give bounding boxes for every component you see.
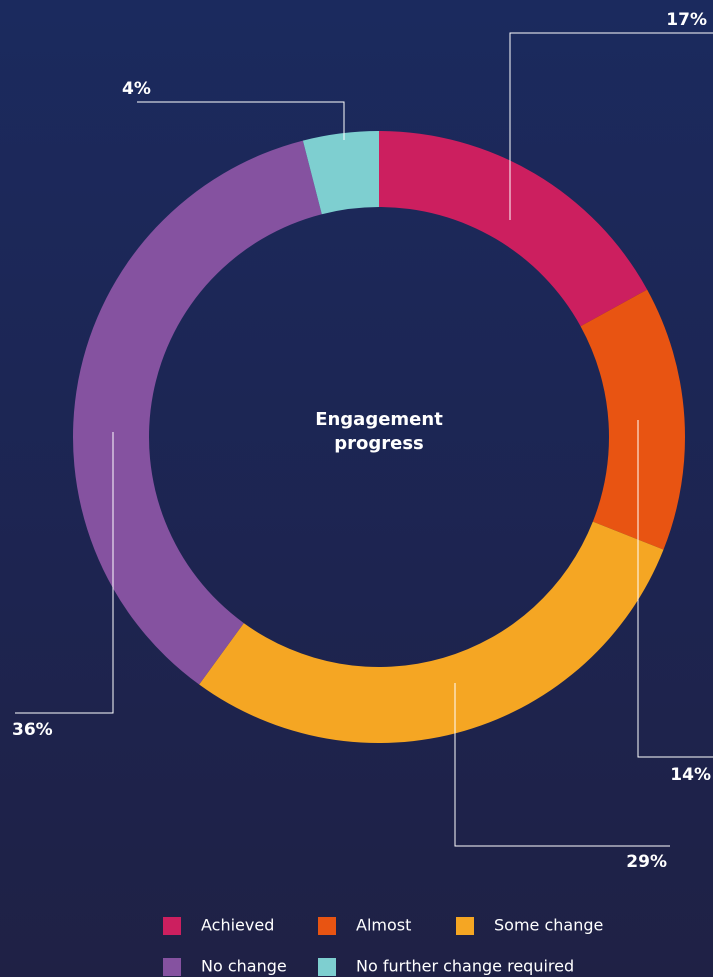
leader-line [137,101,345,140]
legend-label: No change [201,957,287,976]
legend-label: Almost [356,916,411,935]
legend-label: Achieved [201,916,274,935]
donut-slice [199,521,664,743]
leader-line [15,432,114,714]
donut-slice [379,131,648,327]
data-label: 36% [12,720,53,740]
legend-swatch [163,917,181,935]
donut-slice [72,140,322,685]
data-label: 4% [122,79,151,99]
legend-swatch [318,958,336,976]
leader-line [509,32,713,220]
legend-swatch [163,958,181,976]
data-label: 17% [666,10,707,30]
legend-label: Some change [494,916,603,935]
leader-line [454,683,670,847]
data-label: 14% [670,765,711,785]
legend-swatch [456,917,474,935]
donut-slice [580,289,686,550]
data-label: 29% [626,852,667,872]
legend-swatch [318,917,336,935]
leader-line [637,420,713,758]
center-title: Engagement progress [315,409,443,454]
donut-slice [302,131,379,215]
legend-label: No further change required [356,957,574,976]
